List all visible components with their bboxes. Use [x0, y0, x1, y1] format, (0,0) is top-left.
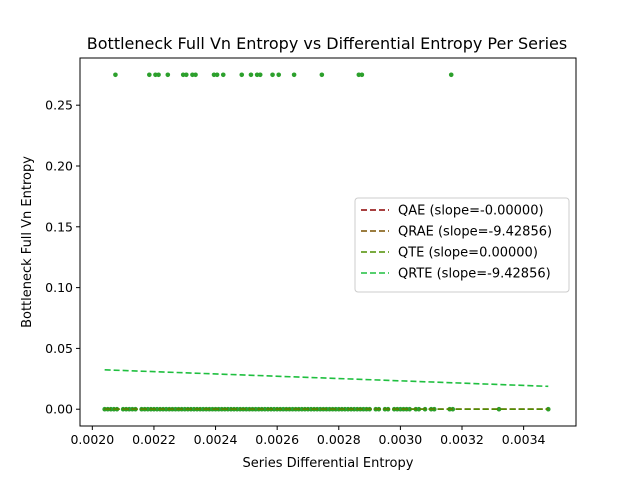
x-tick-label: 0.0032 [440, 432, 484, 447]
data-point [193, 72, 198, 78]
data-point [156, 72, 161, 78]
data-point [276, 72, 282, 78]
data-point [214, 72, 220, 78]
x-tick-label: 0.0034 [502, 432, 546, 447]
data-point [248, 72, 254, 78]
data-point [407, 406, 412, 412]
data-point [147, 72, 152, 78]
x-tick-label: 0.0028 [317, 432, 361, 447]
data-point [113, 72, 118, 78]
x-tick-label: 0.0022 [132, 432, 176, 447]
data-point [448, 72, 454, 78]
data-point [220, 72, 226, 78]
y-tick-label: 0.25 [45, 98, 73, 113]
y-tick-label: 0.15 [45, 219, 73, 234]
data-point [359, 72, 365, 78]
legend-label: QRAE (slope=-9.42856) [398, 225, 552, 240]
legend-box [354, 197, 570, 293]
x-axis: 0.0020 0.0022 0.0024 0.0026 0.0028 0.0030 0.00… [70, 426, 546, 447]
y-tick-label: 0.10 [45, 280, 73, 295]
data-point [270, 72, 275, 78]
y-axis-label: Bottleneck Full Vn Entropy [20, 156, 35, 328]
chart-title: Bottleneck Full Vn Entropy vs Differenti… [87, 34, 567, 53]
data-point [416, 406, 422, 412]
x-tick-label: 0.0026 [255, 432, 299, 447]
y-axis: 0.00 0.05 0.10 0.15 0.20 0.25 [45, 98, 80, 417]
legend-label: QTE (slope=0.00000) [398, 246, 538, 261]
legend: QAE (slope=-0.00000) QRAE (slope=-9.42856… [354, 197, 570, 293]
data-point [319, 72, 325, 78]
plot-frame [79, 57, 577, 427]
data-point [496, 406, 502, 412]
x-tick-label: 0.0030 [379, 432, 423, 447]
data-point [239, 72, 245, 78]
x-tick-label: 0.0020 [70, 432, 114, 447]
data-point [450, 406, 456, 412]
x-axis-label: Series Differential Entropy [243, 456, 414, 471]
y-tick-label: 0.05 [45, 341, 73, 356]
data-point [165, 72, 171, 78]
y-tick-label: 0.20 [45, 158, 73, 173]
y-tick-label: 0.00 [45, 402, 73, 417]
data-point [257, 72, 263, 78]
plot-area [102, 72, 551, 412]
legend-label: QRTE (slope=-9.42856) [398, 267, 551, 282]
x-tick-label: 0.0024 [194, 432, 238, 447]
legend-label: QAE (slope=-0.00000) [398, 204, 544, 219]
data-point [183, 72, 189, 78]
data-point [291, 72, 297, 78]
series-line-3 [104, 369, 549, 388]
